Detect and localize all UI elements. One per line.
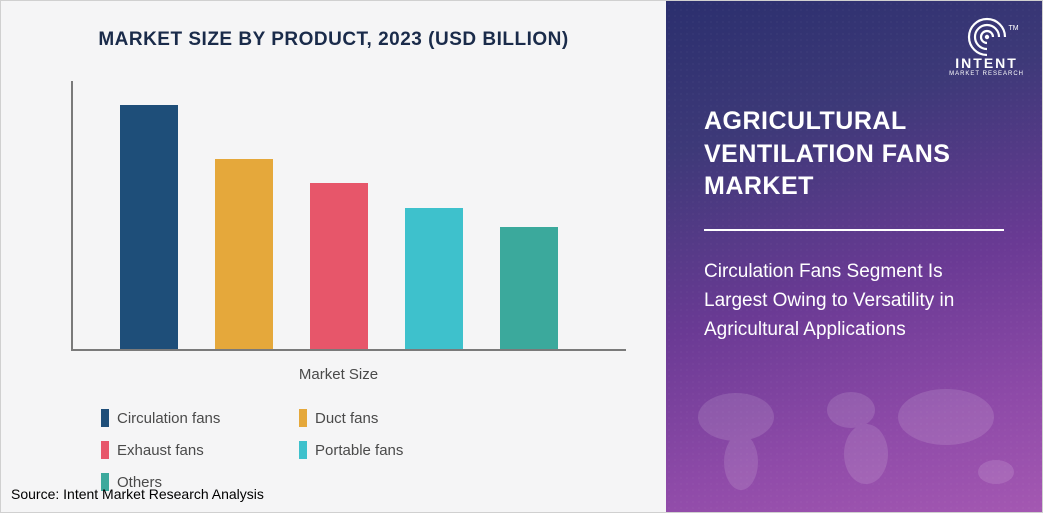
- brand-logo: TM INTENT MARKET RESEARCH: [949, 15, 1024, 77]
- legend-label: Circulation fans: [117, 410, 220, 427]
- world-map-decoration: [666, 362, 1042, 512]
- legend-label: Duct fans: [315, 410, 378, 427]
- source-text: Source: Intent Market Research Analysis: [11, 486, 264, 502]
- legend-swatch: [299, 409, 307, 427]
- x-axis: [71, 349, 626, 351]
- legend: Circulation fans Duct fans Exhaust fans Por…: [101, 409, 606, 491]
- logo-icon: TM: [965, 15, 1009, 59]
- bar: [120, 105, 178, 349]
- logo-subtext: MARKET RESEARCH: [949, 71, 1024, 77]
- chart-title: MARKET SIZE BY PRODUCT, 2023 (USD BILLIO…: [1, 29, 666, 51]
- bar: [310, 183, 368, 349]
- legend-item: Duct fans: [299, 409, 449, 427]
- x-axis-label: Market Size: [71, 366, 606, 383]
- legend-swatch: [101, 441, 109, 459]
- bars-container: [71, 81, 606, 349]
- legend-item: Portable fans: [299, 441, 449, 459]
- trademark-symbol: TM: [1008, 25, 1018, 32]
- panel-heading: AGRICULTURAL VENTILATION FANS MARKET: [704, 105, 1004, 203]
- legend-swatch: [299, 441, 307, 459]
- legend-item: Exhaust fans: [101, 441, 251, 459]
- bar: [500, 227, 558, 349]
- chart-panel: MARKET SIZE BY PRODUCT, 2023 (USD BILLIO…: [1, 1, 666, 512]
- panel-body: Circulation Fans Segment Is Largest Owin…: [704, 257, 1004, 345]
- bar: [215, 159, 273, 349]
- legend-label: Exhaust fans: [117, 442, 204, 459]
- legend-item: Circulation fans: [101, 409, 251, 427]
- bar: [405, 208, 463, 349]
- info-panel: TM INTENT MARKET RESEARCH AGRICULTURAL V…: [666, 1, 1042, 512]
- legend-label: Portable fans: [315, 442, 403, 459]
- divider: [704, 229, 1004, 231]
- legend-swatch: [101, 409, 109, 427]
- chart-area: Market Size: [71, 81, 606, 351]
